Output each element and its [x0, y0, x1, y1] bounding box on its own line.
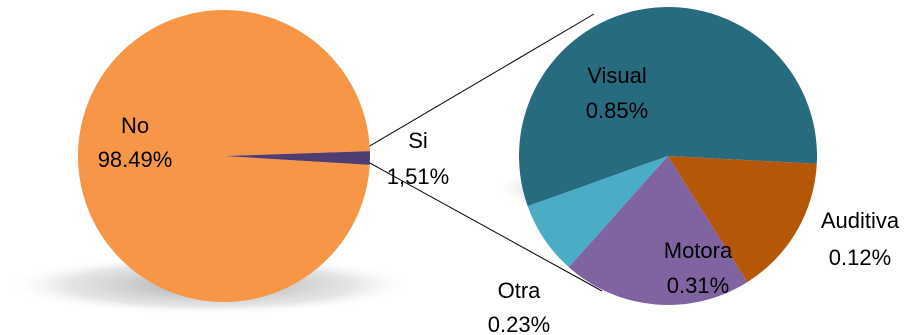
- pie-slice-auditiva: [527, 156, 668, 268]
- main-pie: [78, 10, 370, 303]
- pie-slice-si: [224, 151, 370, 165]
- slice-value-otra: 0.23%: [488, 312, 550, 335]
- slice-value-auditiva: 0.12%: [829, 245, 891, 270]
- slice-label-visual: Visual: [587, 63, 647, 88]
- slice-label-no: No: [121, 113, 149, 138]
- secondary-pie: [518, 6, 817, 305]
- slice-value-motora: 0.31%: [667, 273, 729, 298]
- pie-slice-motora: [568, 156, 748, 305]
- slice-label-motora: Motora: [664, 238, 733, 263]
- pie-slice-otra: [668, 156, 817, 283]
- pie-slice-no: [78, 10, 370, 303]
- connector-line-top: [367, 13, 595, 148]
- pie-slice-visual: [518, 6, 817, 207]
- slice-label-si: Si: [408, 128, 428, 153]
- slice-value-si: 1,51%: [387, 164, 449, 189]
- slice-value-visual: 0.85%: [586, 98, 648, 123]
- slice-value-no: 98.49%: [98, 147, 173, 172]
- slice-label-otra: Otra: [498, 278, 542, 303]
- connector-line-bottom: [367, 161, 603, 292]
- slice-label-auditiva: Auditiva: [821, 208, 900, 233]
